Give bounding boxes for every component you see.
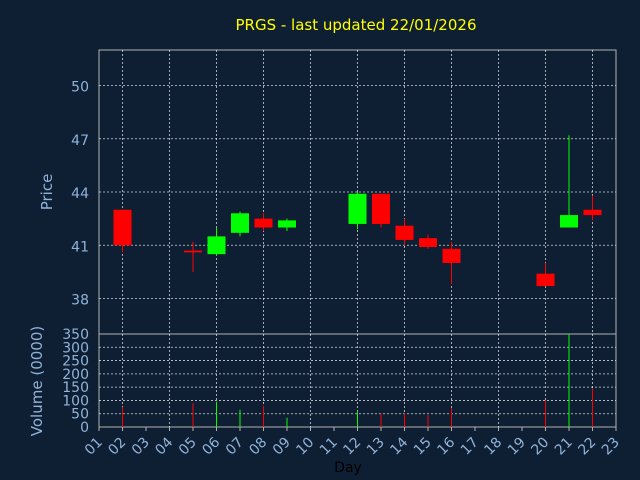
candle-body	[536, 273, 555, 287]
chart-title: PRGS - last updated 22/01/2026	[236, 16, 477, 34]
volume-tick-label: 150	[62, 380, 89, 396]
candle-body	[583, 209, 602, 216]
candle-body	[560, 215, 578, 228]
candle-body	[419, 238, 437, 248]
volume-tick-label: 300	[62, 340, 89, 356]
volume-tick-label: 50	[71, 407, 89, 423]
candle-body	[372, 193, 390, 224]
candle-body	[254, 218, 273, 228]
price-tick-label: 47	[71, 133, 89, 149]
candle-body	[231, 213, 249, 233]
volume-tick-label: 200	[62, 367, 89, 383]
price-tick-label: 38	[71, 293, 89, 309]
volume-tick-label: 250	[62, 354, 89, 370]
volume-tick-label: 100	[62, 393, 89, 409]
candle-body	[348, 193, 367, 224]
candle-body	[113, 209, 132, 246]
volume-tick-label: 350	[62, 327, 89, 343]
candle-body	[207, 236, 226, 255]
price-tick-label: 50	[71, 80, 89, 96]
volume-axis-label: Volume (0000)	[28, 326, 46, 436]
candle-body	[184, 250, 202, 253]
price-tick-label: 44	[71, 186, 89, 202]
price-panel: 38 41 44 47 50	[71, 49, 617, 335]
price-tick-label: 41	[71, 239, 89, 255]
x-axis-label: Day	[334, 460, 362, 476]
candle-body	[395, 225, 414, 240]
candle-body	[278, 220, 296, 228]
volume-tick-label: 0	[80, 420, 89, 436]
candle-body	[442, 248, 461, 263]
price-axis-label: Price	[38, 174, 56, 211]
